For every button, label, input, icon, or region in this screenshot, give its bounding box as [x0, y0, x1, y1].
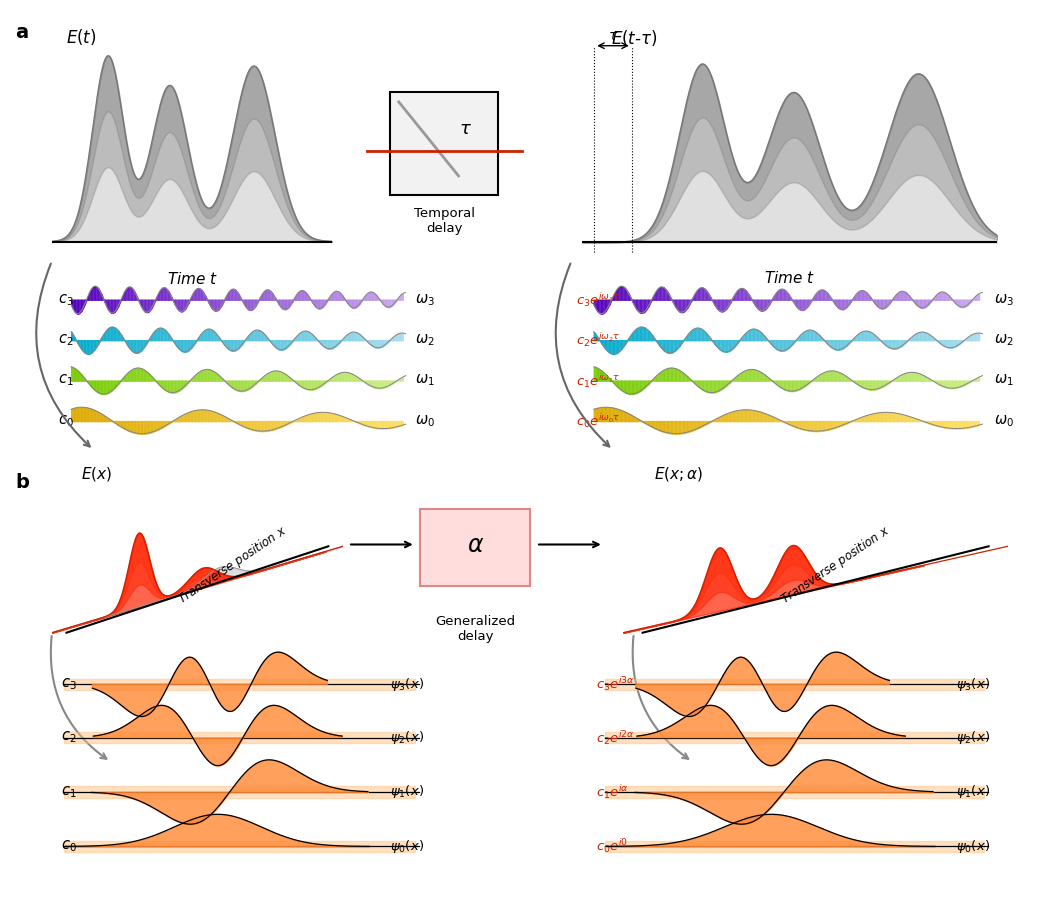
Text: $c_1$: $c_1$ — [60, 784, 76, 800]
Text: $\omega_2$: $\omega_2$ — [416, 332, 435, 348]
Text: $\psi_3(x)$: $\psi_3(x)$ — [390, 676, 424, 693]
Text: $c_0$: $c_0$ — [58, 413, 74, 429]
FancyBboxPatch shape — [421, 509, 530, 587]
Text: $E(x)$: $E(x)$ — [81, 465, 112, 483]
Text: $c_3 e^{i\omega_3\tau}$: $c_3 e^{i\omega_3\tau}$ — [576, 291, 620, 309]
Text: b: b — [16, 472, 29, 491]
Text: $c_3$: $c_3$ — [60, 677, 76, 692]
Text: a: a — [16, 22, 29, 41]
Text: $\omega_1$: $\omega_1$ — [993, 373, 1013, 389]
Text: $\psi_1(x)$: $\psi_1(x)$ — [957, 784, 990, 800]
Text: $c_3$: $c_3$ — [58, 292, 74, 308]
Text: $E(t)$: $E(t)$ — [66, 27, 97, 47]
Text: $c_1 e^{i\omega_1\tau}$: $c_1 e^{i\omega_1\tau}$ — [576, 372, 620, 390]
Text: $\psi_3(x)$: $\psi_3(x)$ — [957, 676, 990, 693]
Text: $c_0$: $c_0$ — [60, 839, 77, 854]
Text: $c_2 e^{i2\alpha}$: $c_2 e^{i2\alpha}$ — [596, 729, 635, 747]
Text: $\psi_0(x)$: $\psi_0(x)$ — [390, 838, 424, 855]
Text: $c_2$: $c_2$ — [60, 730, 76, 745]
Text: Temporal
delay: Temporal delay — [414, 206, 475, 235]
Text: $\omega_1$: $\omega_1$ — [416, 373, 435, 389]
Text: $\omega_2$: $\omega_2$ — [993, 332, 1013, 348]
Text: $\psi_0(x)$: $\psi_0(x)$ — [957, 838, 990, 855]
Text: $\omega_0$: $\omega_0$ — [416, 413, 435, 429]
Text: $\tau$: $\tau$ — [608, 29, 618, 43]
Text: Transverse position $x$: Transverse position $x$ — [777, 522, 893, 608]
Text: $c_2$: $c_2$ — [58, 332, 73, 348]
Text: Transverse position $x$: Transverse position $x$ — [175, 522, 290, 608]
Text: $\psi_2(x)$: $\psi_2(x)$ — [390, 729, 424, 746]
Text: Generalized
delay: Generalized delay — [435, 615, 515, 643]
Text: $c_2 e^{i\omega_2\tau}$: $c_2 e^{i\omega_2\tau}$ — [576, 331, 620, 349]
Text: $\omega_3$: $\omega_3$ — [416, 292, 435, 308]
Text: $c_1 e^{i\alpha}$: $c_1 e^{i\alpha}$ — [596, 783, 630, 801]
Text: $\alpha$: $\alpha$ — [467, 533, 484, 557]
Text: $\tau$: $\tau$ — [459, 120, 472, 138]
Text: $c_3 e^{i3\alpha}$: $c_3 e^{i3\alpha}$ — [596, 675, 635, 693]
Text: $c_0 e^{i0}$: $c_0 e^{i0}$ — [596, 837, 629, 855]
Text: Time $t$: Time $t$ — [166, 272, 218, 287]
Text: $c_1$: $c_1$ — [58, 373, 74, 389]
Text: Time $t$: Time $t$ — [764, 271, 816, 286]
Text: $\omega_0$: $\omega_0$ — [993, 413, 1014, 429]
Text: $\psi_1(x)$: $\psi_1(x)$ — [390, 784, 424, 800]
Text: $c_0 e^{i\omega_0\tau}$: $c_0 e^{i\omega_0\tau}$ — [576, 412, 620, 430]
FancyBboxPatch shape — [391, 92, 498, 195]
Text: $E(x;\alpha)$: $E(x;\alpha)$ — [655, 465, 703, 483]
Text: $\omega_3$: $\omega_3$ — [993, 292, 1013, 308]
Text: $\psi_2(x)$: $\psi_2(x)$ — [957, 729, 990, 746]
Text: $E(t$-$\tau)$: $E(t$-$\tau)$ — [611, 28, 658, 48]
